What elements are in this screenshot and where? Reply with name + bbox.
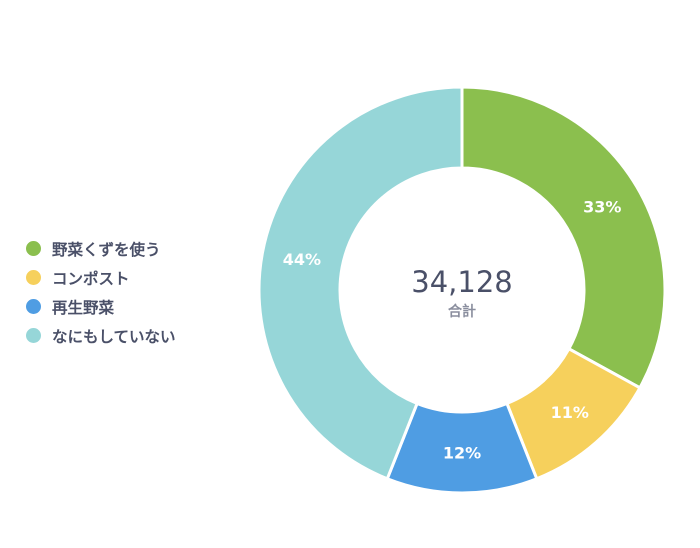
center-total-caption: 合計 [448, 303, 476, 320]
legend-label-nothing: なにもしていない [52, 327, 176, 346]
legend-label-regrown-vegetables: 再生野菜 [52, 298, 115, 317]
legend-swatch-regrown-vegetables [26, 299, 41, 314]
legend-item-regrown-vegetables[interactable]: 再生野菜 [26, 292, 176, 321]
donut-slice-labels: 33% 11% 12% 44% [283, 198, 622, 463]
legend-swatch-nothing [26, 328, 41, 343]
legend-swatch-vegetable-scraps [26, 241, 41, 256]
slice-label-nothing: 44% [283, 250, 321, 269]
chart-legend: 野菜くずを使う コンポスト 再生野菜 なにもしていない [26, 234, 176, 350]
legend-item-compost[interactable]: コンポスト [26, 263, 176, 292]
donut-slice-nothing[interactable] [257, 85, 464, 481]
slice-label-compost: 11% [551, 403, 589, 422]
legend-label-compost: コンポスト [52, 269, 130, 288]
legend-item-vegetable-scraps[interactable]: 野菜くずを使う [26, 234, 176, 263]
slice-label-regrown-vegetables: 12% [443, 444, 481, 463]
slice-label-vegetable-scraps: 33% [583, 198, 621, 217]
legend-swatch-compost [26, 270, 41, 285]
donut-slice-vegetable-scraps[interactable] [460, 85, 667, 390]
legend-item-nothing[interactable]: なにもしていない [26, 321, 176, 350]
donut-slices [257, 85, 667, 495]
center-total-value: 34,128 [411, 265, 512, 299]
legend-label-vegetable-scraps: 野菜くずを使う [52, 240, 161, 259]
